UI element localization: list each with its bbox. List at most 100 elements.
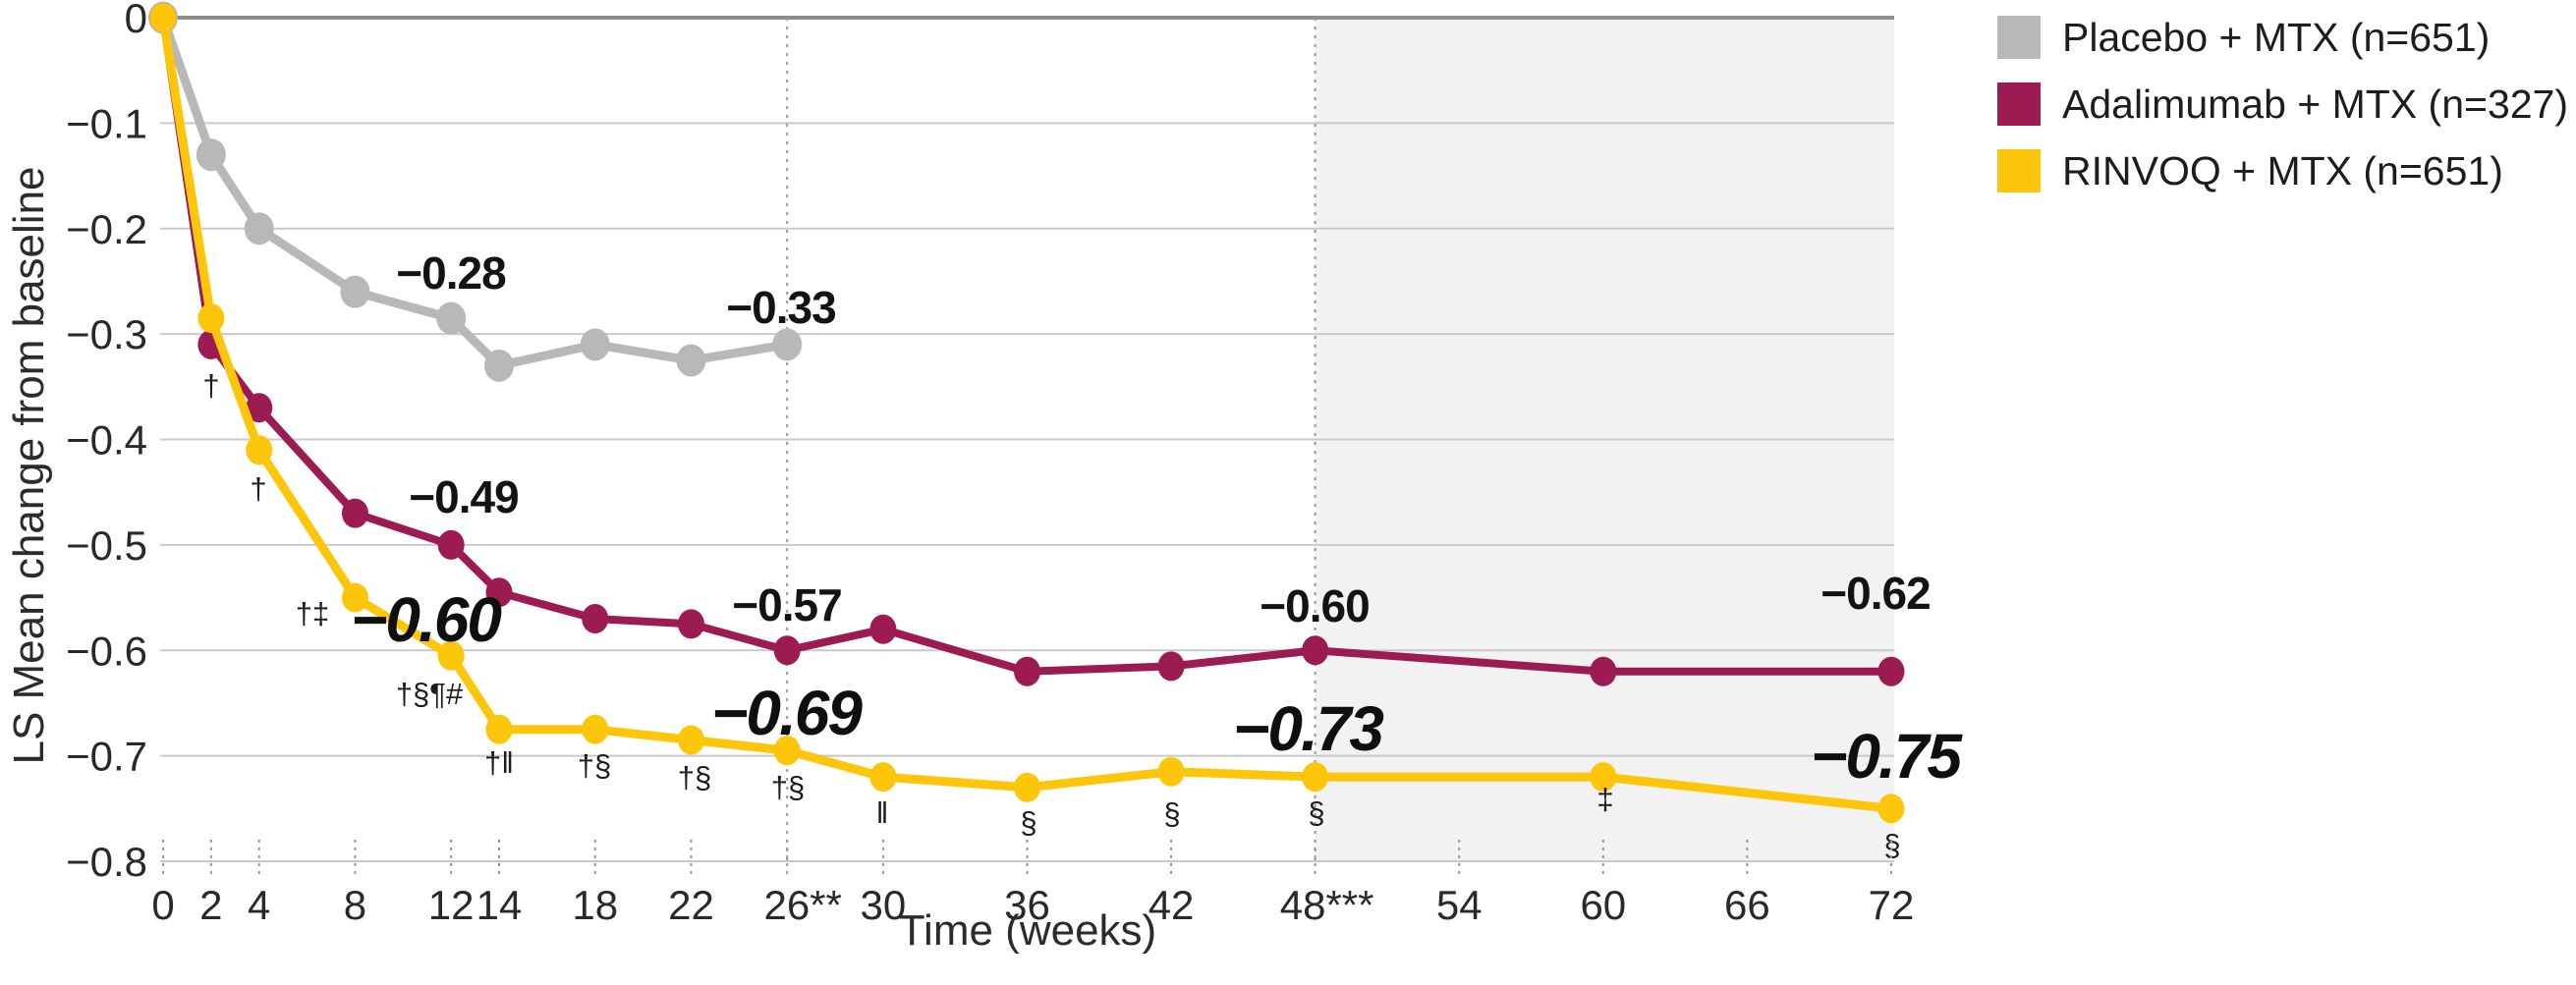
x-tick-label-12: 12 [428,882,475,928]
value-label-adalimumab-week-72: −0.62 [1820,568,1930,619]
data-point-rinvoq-week-42 [1157,756,1185,787]
y-tick-label: −0.6 [66,628,147,674]
data-point-rinvoq-week-60 [1590,762,1617,793]
x-tick-label-30: 30 [861,882,907,928]
data-point-placebo-week-8 [340,275,370,308]
data-point-adalimumab-week-26 [773,635,801,666]
x-tick-label-66: 66 [1724,882,1770,928]
footnote-marker: § [1883,828,1900,862]
x-tick-label-14: 14 [476,882,523,928]
data-point-rinvoq-week-12 [437,640,465,671]
data-point-adalimumab-week-42 [1157,651,1185,682]
data-point-adalimumab-week-30 [869,614,897,644]
data-point-rinvoq-week-26 [773,736,801,766]
data-point-rinvoq-week-48 [1302,762,1329,793]
footnote-marker: †§ [578,748,611,783]
data-point-placebo-week-12 [436,301,467,335]
y-tick-label: −0.2 [66,206,147,252]
y-tick-label: −0.8 [66,839,147,885]
legend-swatch-adalimumab [1997,82,2041,126]
data-point-adalimumab-week-18 [582,604,609,634]
value-label-placebo-week-12: −0.28 [396,247,506,299]
data-point-adalimumab-week-12 [437,529,465,560]
footnote-marker: † [250,471,266,506]
legend-item-rinvoq: RINVOQ + MTX (n=651) [1997,147,2568,193]
footnote-marker: †§ [771,770,805,804]
value-label-rinvoq-week-72: −0.75 [1811,721,1963,792]
series-layer [148,1,1905,824]
footnote-marker: †‡ [296,596,329,630]
y-tick-label: 0 [125,0,147,41]
data-point-rinvoq-week-30 [869,762,897,793]
footnote-marker: †§¶# [396,677,464,711]
data-point-placebo-week-2 [196,138,226,172]
y-tick-label: −0.5 [66,522,147,569]
data-point-adalimumab-week-22 [677,609,704,639]
value-label-adalimumab-week-26: −0.57 [732,579,841,630]
legend-swatch-placebo [1997,16,2041,59]
footnote-marker: § [1308,795,1324,830]
legend: Placebo + MTX (n=651) Adalimumab + MTX (n… [1997,14,2569,193]
value-label-rinvoq-week-12: −0.60 [351,584,501,655]
data-point-adalimumab-week-36 [1013,656,1040,686]
y-axis-title: LS Mean change from baseline [5,166,53,764]
x-tick-label-48: 48*** [1280,882,1374,928]
data-point-placebo-week-14 [484,349,515,382]
legend-item-placebo: Placebo + MTX (n=651) [1997,14,2568,60]
data-point-adalimumab-week-48 [1302,635,1329,666]
axis-layer: 0 2 4 8 12 14 18 22 26** 30 36 42 48*** 54 60 66 720−0.1… [66,0,1914,928]
y-tick-label: −0.3 [66,311,147,357]
data-point-adalimumab-week-72 [1877,656,1905,686]
legend-swatch-rinvoq [1997,149,2041,192]
data-point-placebo-week-18 [580,328,610,361]
series-line-placebo [158,16,788,370]
value-label-adalimumab-week-48: −0.60 [1260,580,1369,631]
y-tick-label: −0.1 [66,100,147,146]
x-tick-label-54: 54 [1436,882,1483,928]
annotation-layer: −0.28 −0.33 −0.49 −0.57 −0.60 −0.62 −0.60 −0.69… [202,247,1965,862]
footnote-marker: †§ [678,760,711,794]
data-point-rinvoq-week-0 [149,3,177,32]
data-point-placebo-week-26 [772,328,803,361]
data-point-rinvoq-week-4 [246,435,273,465]
footnote-marker: § [1020,805,1036,840]
data-point-rinvoq-week-2 [197,303,225,334]
data-point-rinvoq-week-8 [341,582,368,613]
legend-label-rinvoq: RINVOQ + MTX (n=651) [2062,147,2503,193]
legend-item-adalimumab: Adalimumab + MTX (n=327) [1997,81,2569,127]
footnote-marker: ‖ [876,795,889,830]
data-point-adalimumab-week-4 [246,393,273,423]
data-point-adalimumab-week-8 [341,498,368,528]
y-tick-label: −0.4 [66,417,147,464]
value-label-placebo-week-26: −0.33 [726,282,835,333]
data-point-adalimumab-week-60 [1590,656,1617,686]
x-tick-label-8: 8 [344,882,366,928]
data-point-rinvoq-week-36 [1013,772,1040,802]
data-point-rinvoq-week-72 [1877,793,1905,824]
x-tick-label-0: 0 [151,882,174,928]
footnote-marker: † [202,368,219,403]
data-point-rinvoq-week-18 [582,714,609,744]
value-label-rinvoq-week-48: −0.73 [1233,693,1383,764]
x-tick-label-72: 72 [1869,882,1915,928]
x-tick-label-22: 22 [668,882,714,928]
footnote-marker: ‡ [1596,782,1613,816]
legend-label-placebo: Placebo + MTX (n=651) [2062,14,2491,60]
value-label-adalimumab-week-12: −0.49 [409,471,518,522]
data-point-adalimumab-week-14 [485,577,513,608]
x-tick-label-2: 2 [199,882,222,928]
data-point-placebo-week-22 [676,344,706,377]
footnote-marker: § [1163,796,1180,831]
data-point-rinvoq-week-14 [485,714,513,744]
y-tick-label: −0.7 [66,734,147,780]
x-tick-label-36: 36 [1004,882,1050,928]
legend-label-adalimumab: Adalimumab + MTX (n=327) [2062,81,2569,127]
value-label-rinvoq-week-26: −0.69 [711,678,863,748]
x-tick-label-42: 42 [1148,882,1195,928]
data-point-rinvoq-week-22 [677,725,704,755]
x-tick-label-18: 18 [572,882,618,928]
x-tick-label-60: 60 [1580,882,1626,928]
x-axis-title: Time (weeks) [899,906,1156,955]
x-tick-label-26: 26** [763,882,841,928]
